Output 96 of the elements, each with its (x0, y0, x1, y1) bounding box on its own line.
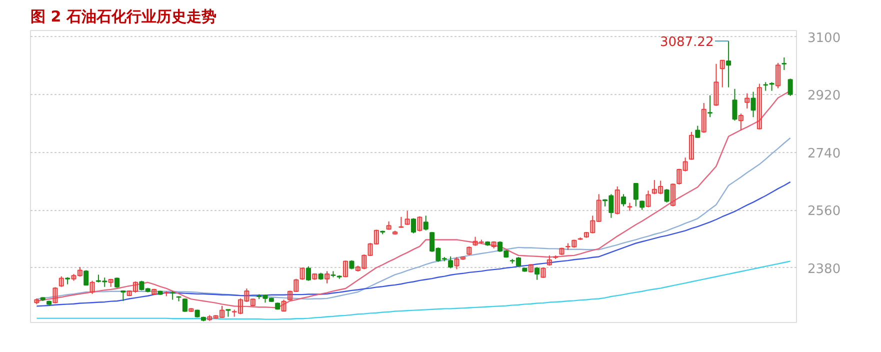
candlestick (34, 298, 40, 305)
candlestick (392, 230, 398, 236)
candlestick (52, 286, 58, 304)
candlestick (84, 270, 89, 286)
candlestick (133, 280, 138, 294)
candlestick (565, 242, 570, 250)
y-tick-label: 2740 (808, 146, 841, 162)
candlestick (213, 314, 218, 320)
candlestick (640, 200, 645, 210)
candlestick (775, 62, 780, 89)
candlestick (466, 246, 472, 256)
candlestick (720, 60, 725, 88)
candlestick (423, 215, 428, 231)
candlestick (559, 247, 564, 256)
candlestick (695, 125, 700, 138)
candlestick (207, 314, 212, 322)
candlestick (714, 63, 719, 106)
line-series (36, 181, 791, 307)
candlestick (152, 288, 157, 296)
candlestick (682, 157, 688, 172)
candlestick (614, 186, 620, 215)
candlestick (182, 298, 188, 312)
candlestick (744, 92, 750, 109)
candlestick (404, 210, 410, 226)
candlestick (368, 242, 373, 257)
candlestick (114, 277, 120, 288)
candlestick (708, 94, 713, 118)
candlestick (410, 218, 416, 234)
candlestick (294, 278, 299, 293)
candlestick (782, 56, 787, 70)
candlestick (584, 232, 589, 238)
candlestick (362, 254, 367, 270)
candlestick (355, 265, 360, 272)
candlestick (90, 280, 95, 294)
candlestick (658, 180, 664, 195)
candlestick (788, 78, 793, 96)
y-tick-label: 2920 (808, 88, 841, 104)
candlestick (472, 236, 478, 246)
candlestick (164, 290, 169, 297)
candlestick (750, 91, 756, 118)
candlestick (627, 202, 632, 212)
candlestick (77, 266, 82, 278)
candlestick (688, 131, 694, 160)
candlestick (670, 183, 676, 207)
candlestick (386, 220, 392, 230)
y-tick-label: 2560 (808, 204, 841, 220)
candlestick (126, 290, 132, 297)
annotation: 3087.22 (660, 35, 714, 50)
candlestick (374, 229, 379, 246)
candlestick (454, 256, 460, 270)
y-tick-label: 3100 (808, 30, 841, 46)
line-series (36, 90, 791, 308)
candlestick (281, 299, 286, 312)
line-series (36, 260, 791, 320)
candlestick (701, 102, 706, 134)
line-series (36, 137, 791, 300)
candlestick (676, 168, 682, 186)
candlestick (528, 264, 534, 273)
candlestick (448, 256, 454, 269)
candlestick (621, 194, 626, 207)
candlestick (300, 267, 305, 280)
candlestick (590, 215, 596, 234)
candlestick (546, 254, 552, 266)
candlestick (534, 266, 540, 280)
candlestick (540, 267, 546, 278)
candlestick (312, 272, 318, 280)
candlestick (460, 256, 466, 260)
candlestick (71, 274, 76, 282)
candlestick (232, 309, 237, 318)
candlestick (306, 266, 311, 282)
candlestick (491, 240, 496, 249)
candlestick (343, 260, 348, 278)
candlestick (188, 308, 194, 312)
candlestick (732, 88, 738, 122)
candlestick (633, 183, 638, 207)
candlestick (238, 298, 244, 315)
candlestick (324, 270, 330, 284)
candlestick (108, 278, 114, 288)
candlestick (572, 239, 577, 248)
candlestick (244, 288, 250, 302)
candlestick (738, 113, 744, 131)
candlestick (664, 188, 670, 203)
candlestick (250, 298, 256, 307)
candlestick (596, 194, 602, 223)
candlestick (417, 216, 422, 232)
candlestick (553, 254, 558, 260)
candlestick (58, 276, 64, 288)
candlestick (287, 290, 292, 301)
candlestick (646, 190, 651, 208)
candlestick (726, 40, 732, 88)
y-tick-label: 2380 (808, 262, 841, 277)
candlestick (756, 83, 762, 130)
candlestick (219, 305, 225, 319)
candlestick (478, 239, 484, 244)
candlestick (652, 180, 657, 195)
chart-title: 图 2 石油石化行业历史走势 (30, 8, 216, 26)
